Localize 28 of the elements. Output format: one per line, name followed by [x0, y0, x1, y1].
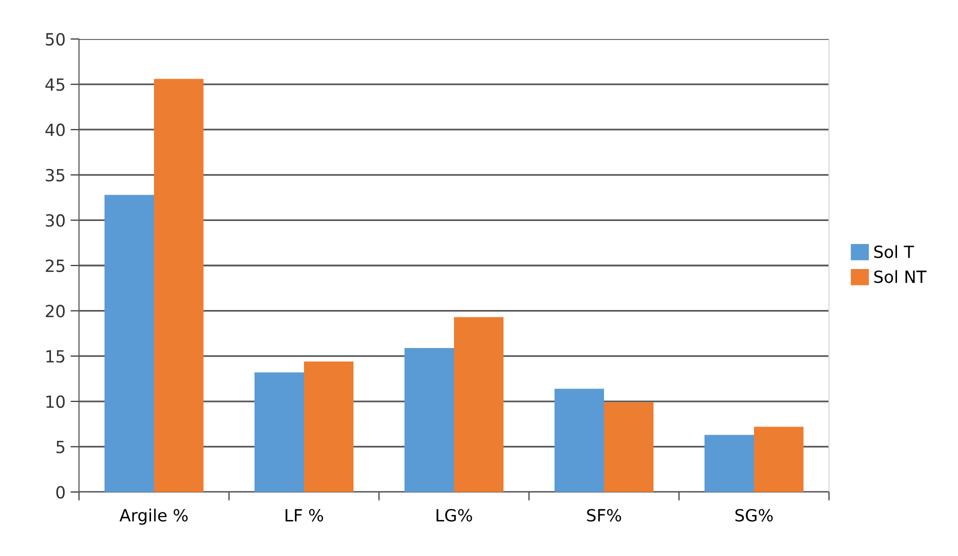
- bar: [604, 402, 654, 492]
- legend-label: Sol T: [874, 245, 914, 258]
- bar: [304, 362, 354, 492]
- bar: [704, 434, 754, 492]
- y-tick-label: 10: [46, 395, 65, 408]
- y-tick-label: 35: [46, 168, 64, 182]
- x-tick-label: LF %: [286, 508, 324, 522]
- x-tick-label: Argile %: [120, 508, 188, 525]
- y-tick-label: 15: [46, 350, 64, 363]
- y-tick-label: 25: [46, 259, 64, 272]
- y-tick-label: 5: [56, 440, 64, 454]
- y-tick-label: 40: [45, 124, 65, 136]
- legend-label: Sol NT: [874, 270, 927, 284]
- y-tick-label: 20: [46, 304, 65, 318]
- y-tick-label: 0: [56, 486, 65, 499]
- x-tick-label: LG%: [436, 508, 472, 522]
- bar: [754, 426, 804, 492]
- bar: [454, 317, 504, 492]
- bar: [254, 372, 304, 492]
- x-tick-label: SF%: [587, 508, 622, 522]
- y-tick-label: 45: [45, 78, 64, 91]
- y-tick-label: 50: [46, 32, 65, 46]
- bar: [154, 78, 204, 492]
- x-tick-label: SG%: [735, 508, 773, 522]
- bar: [554, 388, 604, 492]
- bar: [104, 194, 154, 492]
- bar: [404, 348, 454, 492]
- y-tick-label: 30: [46, 214, 65, 227]
